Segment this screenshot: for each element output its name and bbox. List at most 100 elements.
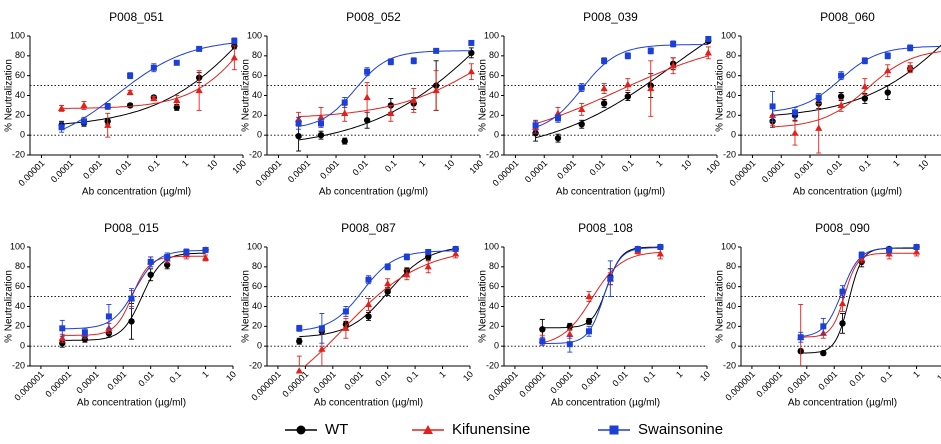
x-axis-label: Ab concentration (µg/ml)	[82, 187, 191, 198]
y-tick-label: 100	[484, 241, 499, 251]
panel-title: P008_039	[583, 10, 638, 24]
y-tick-label: 80	[15, 50, 25, 60]
y-tick-label: 80	[489, 50, 499, 60]
x-tick-label: 0.0001	[74, 369, 101, 396]
y-tick-label: -20	[249, 149, 262, 159]
data-point	[815, 94, 822, 101]
y-tick-label: -20	[12, 149, 25, 159]
data-point	[104, 121, 112, 128]
data-point	[147, 258, 154, 265]
panel: P008_060 Ab concentration (µg/ml) % Neutra…	[715, 10, 941, 198]
data-point	[231, 37, 238, 44]
data-point	[670, 40, 677, 47]
legend-label: WT	[325, 421, 348, 438]
data-point	[858, 251, 865, 258]
x-tick-label: 0.001	[579, 369, 602, 392]
data-point	[341, 99, 348, 106]
data-point	[837, 93, 845, 100]
x-tick-label: 0.00001	[16, 158, 46, 188]
data-point	[364, 68, 371, 75]
data-point	[861, 95, 869, 102]
data-point	[657, 244, 664, 250]
x-tick-label: 0.1	[641, 369, 657, 385]
y-tick-label: 20	[15, 110, 25, 120]
y-tick-label: 80	[252, 50, 262, 60]
x-tick-label: 1	[417, 158, 428, 169]
x-tick-label: 1	[891, 158, 902, 169]
data-point	[585, 318, 593, 325]
x-tick-label: 0.01	[136, 369, 155, 388]
data-point	[601, 57, 608, 64]
data-point	[578, 105, 586, 112]
data-point	[318, 345, 326, 352]
x-tick-label: 0.0001	[548, 369, 575, 396]
x-tick-label: 0.0001	[286, 158, 313, 185]
fit-curve	[772, 45, 941, 112]
data-point	[126, 88, 134, 96]
y-tick-label: 40	[489, 90, 499, 100]
x-tick-label: 0.00001	[490, 158, 520, 188]
data-point	[468, 39, 475, 46]
x-tick-label: 10	[698, 369, 712, 383]
legend-item: Kifunensine	[412, 421, 530, 438]
data-point	[647, 84, 655, 92]
x-tick-label: 1	[200, 369, 211, 380]
data-point	[128, 318, 135, 325]
data-point	[837, 101, 845, 109]
data-point	[363, 93, 371, 101]
data-point	[769, 103, 776, 110]
data-point	[341, 137, 348, 145]
data-point	[403, 270, 411, 278]
data-point	[791, 109, 798, 116]
data-point	[532, 122, 539, 129]
data-point	[624, 52, 631, 59]
x-tick-label: 0.01	[587, 158, 606, 177]
x-tick-label: 0.001	[81, 158, 104, 181]
y-axis-label: % Neutralization	[241, 270, 252, 343]
data-point	[104, 103, 111, 110]
data-point	[295, 132, 302, 140]
data-point	[384, 263, 391, 270]
panel: P008_051 Ab concentration (µg/ml) % Neutra…	[4, 10, 248, 197]
x-axis-label: Ab concentration (µg/ml)	[556, 187, 665, 198]
data-point	[126, 102, 134, 109]
legend-marker	[296, 425, 306, 435]
data-point	[539, 326, 546, 333]
panel-title: P008_015	[104, 221, 159, 235]
y-tick-label: -20	[486, 149, 499, 159]
data-point	[81, 329, 88, 336]
data-point	[105, 313, 112, 320]
data-point	[59, 339, 66, 347]
data-point	[317, 131, 325, 139]
data-point	[600, 100, 608, 107]
fit-curve	[61, 47, 235, 125]
data-point	[296, 325, 303, 332]
data-point	[150, 94, 158, 102]
x-tick-label: 0.1	[383, 158, 399, 174]
data-point	[295, 367, 303, 374]
data-point	[58, 124, 65, 131]
data-point	[365, 313, 372, 320]
y-tick-label: 20	[15, 321, 25, 331]
fit-curve	[298, 53, 472, 141]
x-tick-label: 10	[461, 369, 475, 383]
data-point	[791, 129, 799, 136]
legend-marker	[423, 425, 433, 434]
y-tick-label: -20	[723, 360, 736, 370]
fit-curve	[304, 255, 456, 366]
x-tick-label: 0.01	[373, 369, 392, 388]
legend-item: Swainsonine	[598, 421, 723, 438]
y-tick-label: 20	[489, 110, 499, 120]
x-axis-label: Ab concentration (µg/ml)	[788, 398, 897, 409]
y-tick-label: 0	[257, 341, 262, 351]
data-point	[342, 308, 349, 315]
x-tick-label: 0.1	[878, 369, 894, 385]
fit-curve	[542, 246, 661, 329]
panel-title: P008_090	[815, 221, 870, 235]
data-point	[403, 253, 410, 260]
panel-title: P008_052	[346, 10, 401, 24]
x-tick-label: 0.01	[350, 158, 369, 177]
fit-curve	[62, 249, 206, 330]
data-point	[467, 67, 475, 75]
fit-curve	[61, 42, 235, 131]
